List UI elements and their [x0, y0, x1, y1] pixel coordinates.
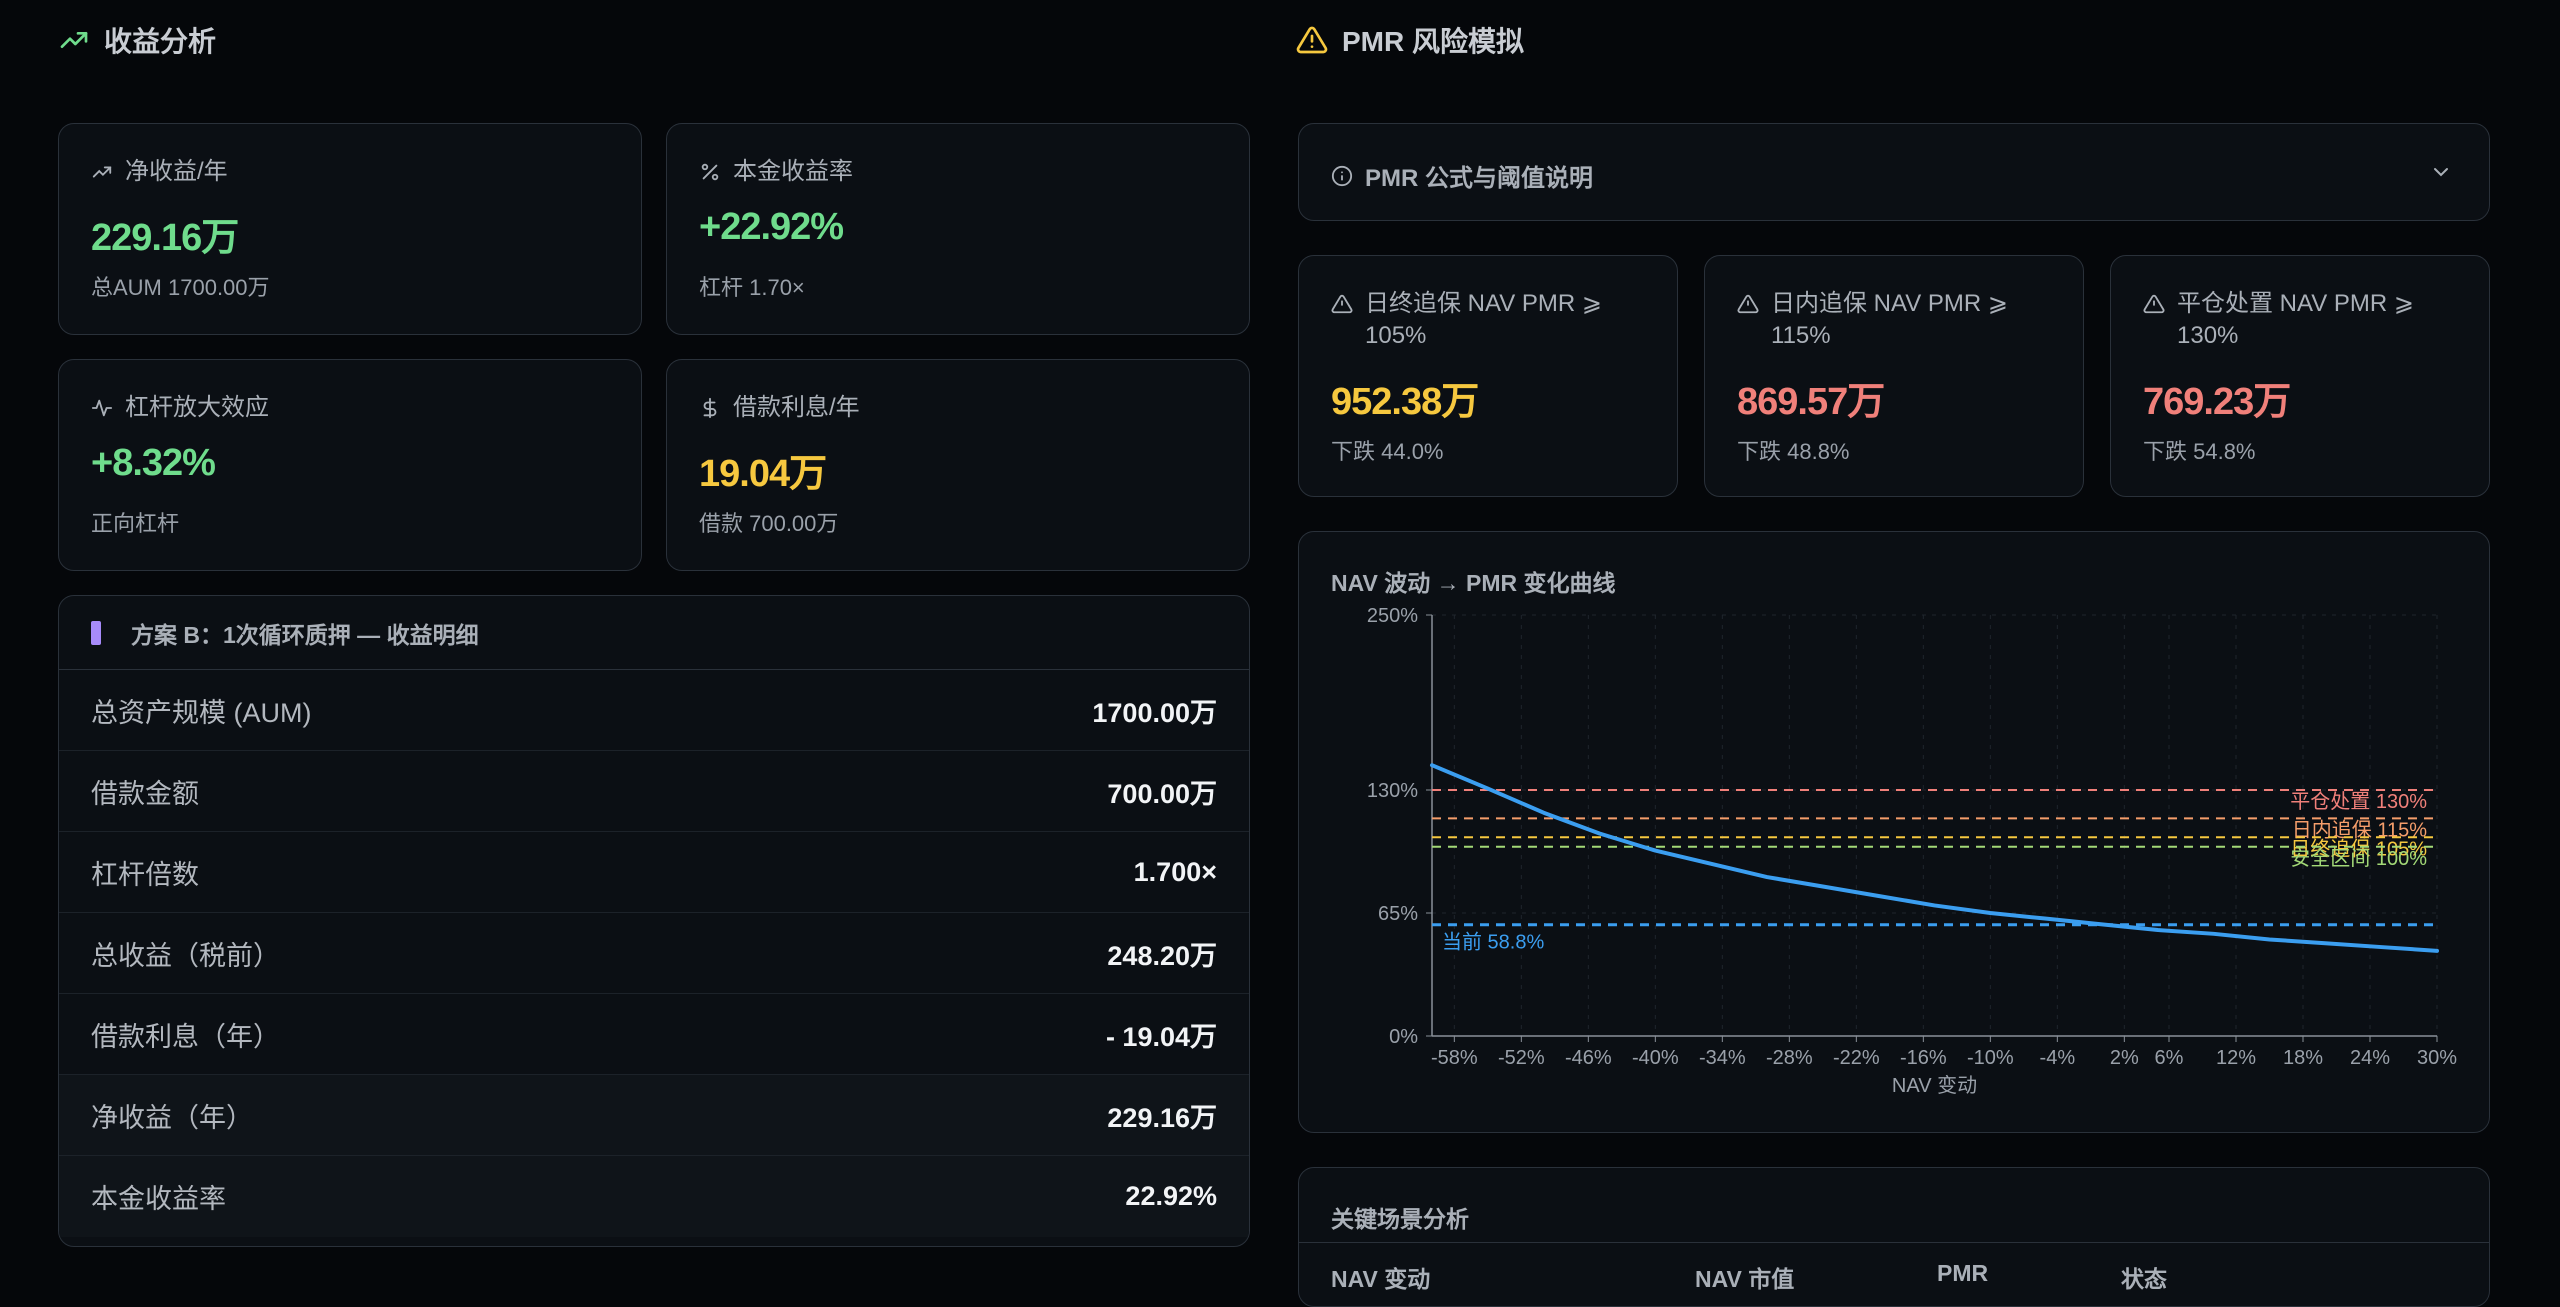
detail-table-title: 方案 B：1次循环质押 — 收益明细 — [131, 621, 479, 648]
threshold-sub: 下跌 44.0% — [1331, 439, 1444, 464]
stat-value: 229.16万 — [91, 217, 239, 259]
threshold-card-eod: 日终追保 NAV PMR ⩾ 105% 952.38万 下跌 44.0% — [1298, 255, 1678, 497]
reference-line-label: 当前 58.8% — [1442, 931, 1544, 954]
scenario-col-header: 状态 — [2121, 1266, 2167, 1292]
pmr-chart-card: NAV 波动 → PMR 变化曲线 0% 65% 130% 250% -58% -52% -… — [1298, 531, 2490, 1133]
formula-accordion-label: PMR 公式与阈值说明 — [1365, 165, 1593, 192]
table-row: 借款利息（年） - 19.04万 — [59, 994, 1249, 1075]
x-tick-label: -40% — [1632, 1047, 1679, 1069]
stat-label: 借款利息/年 — [733, 394, 860, 421]
x-tick-label: -28% — [1766, 1047, 1813, 1069]
chevron-down-icon[interactable] — [2429, 160, 2453, 184]
reference-line-label: 日内追保 115% — [2292, 818, 2427, 841]
x-tick-label: 24% — [2350, 1047, 2390, 1069]
x-tick-label: 18% — [2283, 1047, 2323, 1069]
reference-line-label: 安全区间 100% — [2290, 847, 2427, 870]
x-tick-label: 6% — [2155, 1047, 2184, 1069]
threshold-value: 869.57万 — [1737, 381, 1885, 423]
scenario-card: 关键场景分析 NAV 变动 NAV 市值 PMR 状态 — [1298, 1167, 2490, 1307]
x-tick-label: -34% — [1699, 1047, 1746, 1069]
x-tick-label: -22% — [1833, 1047, 1880, 1069]
pmr-chart: 0% 65% 130% 250% -58% -52% -46% -40% -34% -28% -22… — [1367, 605, 2457, 1097]
accent-bar — [91, 620, 101, 645]
stat-card-net-income: 净收益/年 229.16万 总AUM 1700.00万 — [58, 123, 642, 335]
y-tick-label: 130% — [1367, 780, 1418, 802]
table-row: 本金收益率 22.92% — [59, 1156, 1249, 1237]
warning-icon — [1296, 26, 1328, 54]
scenario-title: 关键场景分析 — [1331, 1206, 1469, 1232]
threshold-sub: 下跌 48.8% — [1737, 439, 1850, 464]
x-tick-label: 30% — [2417, 1047, 2457, 1069]
reference-line-label: 日终追保 105% — [2290, 837, 2427, 860]
warning-icon — [2143, 294, 2165, 314]
stat-value: +22.92% — [699, 206, 844, 248]
detail-table: 方案 B：1次循环质押 — 收益明细 总资产规模 (AUM) 1700.00万 借… — [58, 595, 1250, 1247]
threshold-label: 平仓处置 NAV PMR ⩾ 130% — [2177, 290, 2415, 349]
stat-sub: 总AUM 1700.00万 — [91, 275, 270, 300]
chart-title: NAV 波动 → PMR 变化曲线 — [1331, 570, 1616, 596]
stat-sub: 正向杠杆 — [91, 511, 180, 536]
threshold-card-intraday: 日内追保 NAV PMR ⩾ 115% 869.57万 下跌 48.8% — [1704, 255, 2084, 497]
table-row: 净收益（年） 229.16万 — [59, 1075, 1249, 1156]
stat-label: 净收益/年 — [125, 158, 228, 185]
y-tick-label: 250% — [1367, 605, 1418, 627]
right-section-title: PMR 风险模拟 — [1296, 20, 1524, 60]
x-tick-label: -4% — [2040, 1047, 2076, 1069]
x-axis-label: NAV 变动 — [1892, 1074, 1977, 1097]
x-tick-label: -46% — [1565, 1047, 1612, 1069]
right-section-title-text: PMR 风险模拟 — [1342, 26, 1525, 57]
stat-card-leverage-effect: 杠杆放大效应 +8.32% 正向杠杆 — [58, 359, 642, 571]
y-tick-label: 65% — [1378, 903, 1418, 925]
x-tick-label: 12% — [2216, 1047, 2256, 1069]
x-tick-label: 2% — [2110, 1047, 2139, 1069]
pmr-series-line — [1430, 763, 2439, 953]
table-row: 杠杆倍数 1.700× — [59, 832, 1249, 913]
threshold-label: 日终追保 NAV PMR ⩾ 105% — [1365, 290, 1603, 349]
stat-sub: 借款 700.00万 — [699, 511, 839, 536]
stat-sub: 杠杆 1.70× — [699, 275, 805, 300]
warning-icon — [1737, 294, 1759, 314]
threshold-value: 769.23万 — [2143, 381, 2291, 423]
stat-card-loan-interest: 借款利息/年 19.04万 借款 700.00万 — [666, 359, 1250, 571]
stat-label: 杠杆放大效应 — [125, 394, 269, 421]
threshold-sub: 下跌 54.8% — [2143, 439, 2256, 464]
x-tick-label: -58% — [1431, 1047, 1478, 1069]
x-tick-label: -10% — [1967, 1047, 2014, 1069]
formula-accordion[interactable]: PMR 公式与阈值说明 — [1298, 123, 2490, 221]
left-section-title-text: 收益分析 — [104, 26, 217, 57]
stat-label: 本金收益率 — [733, 158, 853, 185]
trending-up-icon — [92, 166, 112, 178]
threshold-value: 952.38万 — [1331, 381, 1479, 423]
table-row: 总资产规模 (AUM) 1700.00万 — [59, 670, 1249, 751]
activity-icon — [91, 399, 113, 417]
scenario-col-header: NAV 市值 — [1695, 1266, 1795, 1292]
threshold-label: 日内追保 NAV PMR ⩾ 115% — [1771, 290, 2009, 349]
scenario-col-header: NAV 变动 — [1331, 1266, 1431, 1292]
info-icon — [1331, 165, 1353, 186]
x-tick-label: -52% — [1498, 1047, 1545, 1069]
table-row: 借款金额 700.00万 — [59, 751, 1249, 832]
stat-value: +8.32% — [91, 442, 216, 484]
dollar-icon — [703, 397, 717, 419]
divider — [1299, 1242, 2489, 1243]
detail-table-header: 方案 B：1次循环质押 — 收益明细 — [59, 596, 1249, 670]
threshold-card-liquidation: 平仓处置 NAV PMR ⩾ 130% 769.23万 下跌 54.8% — [2110, 255, 2490, 497]
stat-card-principal-return: 本金收益率 +22.92% 杠杆 1.70× — [666, 123, 1250, 335]
stat-value: 19.04万 — [699, 453, 827, 495]
left-section-title: 收益分析 — [58, 20, 216, 60]
reference-line-label: 平仓处置 130% — [2290, 790, 2427, 813]
trending-up-icon — [60, 31, 88, 48]
y-tick-label: 0% — [1389, 1026, 1418, 1048]
table-row: 总收益（税前） 248.20万 — [59, 913, 1249, 994]
percent-icon — [701, 163, 719, 181]
scenario-col-header: PMR — [1937, 1260, 1989, 1286]
x-tick-label: -16% — [1900, 1047, 1947, 1069]
warning-icon — [1331, 294, 1353, 314]
